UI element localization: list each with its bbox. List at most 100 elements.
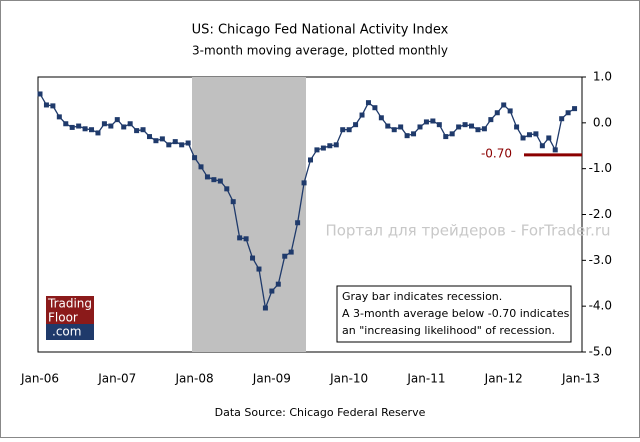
data-point (108, 123, 114, 129)
data-point (269, 288, 275, 294)
data-point (436, 122, 442, 128)
data-point (185, 140, 191, 146)
logo-text: Trading (47, 297, 92, 311)
data-point (404, 133, 410, 139)
data-point (153, 138, 159, 144)
data-point (256, 266, 262, 272)
data-point (159, 136, 165, 142)
data-point (250, 255, 256, 261)
y-tick-label: -1.0 (589, 161, 612, 175)
data-point (308, 157, 313, 163)
annotation: A 3-month average below -0.70 indicates (342, 307, 570, 320)
source: Data Source: Chicago Federal Reserve (215, 406, 426, 419)
data-point (282, 253, 288, 259)
chart-subtitle: 3-month moving average, plotted monthly (192, 44, 448, 58)
data-point (365, 100, 371, 106)
data-point (224, 186, 230, 192)
data-point (43, 102, 49, 108)
data-point (475, 127, 481, 133)
data-point (82, 126, 88, 132)
data-point (327, 143, 333, 149)
data-point (423, 119, 429, 125)
x-tick-label: Jan-09 (252, 372, 291, 386)
data-point (288, 249, 294, 255)
x-tick-label: Jan-06 (20, 372, 59, 386)
data-point (146, 134, 152, 140)
data-point (114, 117, 120, 123)
data-point (456, 124, 462, 130)
x-tick-label: Jan-11 (406, 372, 445, 386)
data-point (198, 164, 204, 170)
data-point (127, 121, 133, 127)
data-point (179, 142, 185, 148)
data-point (76, 123, 82, 129)
data-point (494, 110, 500, 116)
data-point (243, 236, 249, 242)
recession-band (192, 77, 306, 352)
data-point (443, 134, 449, 140)
logo-text: Floor (48, 311, 78, 325)
x-tick-label: Jan-13 (561, 372, 600, 386)
data-point (237, 235, 243, 241)
data-point (514, 124, 520, 130)
data-point (546, 135, 552, 141)
data-point (134, 128, 140, 134)
data-point (520, 135, 526, 141)
data-point (462, 122, 468, 128)
data-point (507, 108, 513, 114)
data-point (301, 180, 307, 186)
data-point (488, 117, 494, 123)
data-point (320, 145, 326, 151)
data-point (314, 147, 320, 153)
data-point (385, 123, 391, 129)
data-point (63, 121, 69, 127)
data-point (372, 105, 378, 111)
x-tick-label: Jan-10 (329, 372, 368, 386)
data-point (192, 155, 198, 161)
watermark: Портал для трейдеров - ForTrader.ru (325, 222, 610, 240)
y-tick-label: -3.0 (589, 253, 612, 267)
data-point (101, 121, 107, 127)
data-point (262, 305, 268, 311)
data-point (572, 106, 578, 112)
data-point (230, 199, 236, 205)
data-point (211, 177, 217, 183)
logo-text: .com (52, 325, 81, 339)
data-point (398, 124, 404, 130)
x-tick-label: Jan-07 (97, 372, 136, 386)
data-point (469, 123, 475, 129)
data-point (449, 131, 455, 137)
x-tick-label: Jan-12 (484, 372, 523, 386)
data-point (140, 127, 146, 133)
data-point (50, 103, 56, 109)
data-point (56, 114, 62, 120)
annotation: Gray bar indicates recession. (342, 290, 502, 303)
data-point (501, 102, 507, 108)
data-point (121, 124, 127, 130)
data-point (353, 122, 359, 128)
data-point (89, 127, 95, 133)
data-point (295, 220, 301, 226)
annotation-box (336, 285, 572, 343)
y-tick-label: -5.0 (589, 345, 612, 359)
data-point (526, 132, 532, 138)
data-point (69, 124, 75, 130)
data-point (552, 147, 558, 153)
chart-title: US: Chicago Fed National Activity Index (192, 23, 449, 38)
logo-bottom (46, 324, 94, 340)
data-point (37, 91, 43, 97)
data-point (411, 131, 417, 137)
data-point (539, 143, 545, 149)
data-point (391, 127, 397, 133)
data-point (340, 127, 346, 133)
y-tick-label: -2.0 (589, 207, 612, 221)
data-point (166, 142, 172, 148)
data-point (533, 131, 539, 137)
annotation: an "increasing likelihood" of recession. (342, 324, 555, 337)
data-point (217, 178, 223, 184)
data-point (346, 127, 352, 133)
data-point (378, 115, 384, 121)
y-tick-label: 1.0 (593, 70, 612, 84)
data-point (204, 174, 210, 180)
